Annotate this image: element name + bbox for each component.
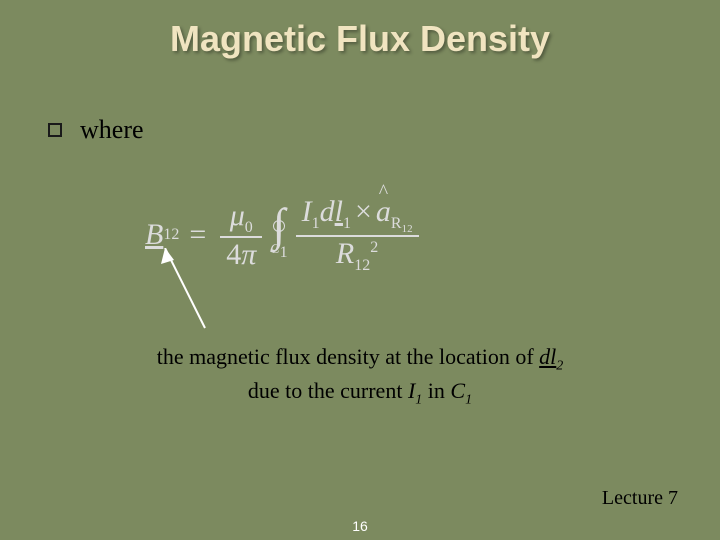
bullet-icon: [48, 123, 62, 137]
eq-equals: =: [189, 218, 206, 252]
eq-mu-num: μ0: [224, 199, 259, 237]
integral-icon: ∫: [273, 207, 286, 244]
lecture-label: Lecture 7: [602, 487, 678, 510]
eq-hat-a: a: [376, 195, 391, 228]
caption-line2-b: in: [422, 378, 450, 403]
caption-C: C: [450, 378, 465, 403]
caption-dl: dl: [539, 344, 556, 369]
pointer-arrow-icon: [150, 248, 230, 338]
caption-line2-a: due to the current: [248, 378, 408, 403]
page-number: 16: [352, 518, 368, 534]
caption-line1-text: the magnetic flux density at the locatio…: [157, 344, 539, 369]
equation-lhs: B12: [145, 218, 179, 252]
caption-C-sub: 1: [465, 393, 472, 408]
eq-main-den: R122: [330, 237, 384, 275]
slide: Magnetic Flux Density where B12 = μ0 4π …: [0, 0, 720, 540]
eq-B: B: [145, 218, 163, 252]
slide-title: Magnetic Flux Density: [0, 0, 720, 60]
eq-frac-main: I1dl1×aR12 R122: [296, 195, 419, 274]
eq-B-sub: 12: [163, 226, 179, 244]
caption-dl-sub: 2: [556, 358, 563, 373]
bullet-text: where: [80, 115, 144, 145]
eq-integral: ∫ C1: [270, 207, 287, 262]
equation-caption: the magnetic flux density at the locatio…: [0, 342, 720, 411]
bullet-row: where: [48, 115, 144, 145]
eq-main-num: I1dl1×aR12: [296, 195, 419, 235]
